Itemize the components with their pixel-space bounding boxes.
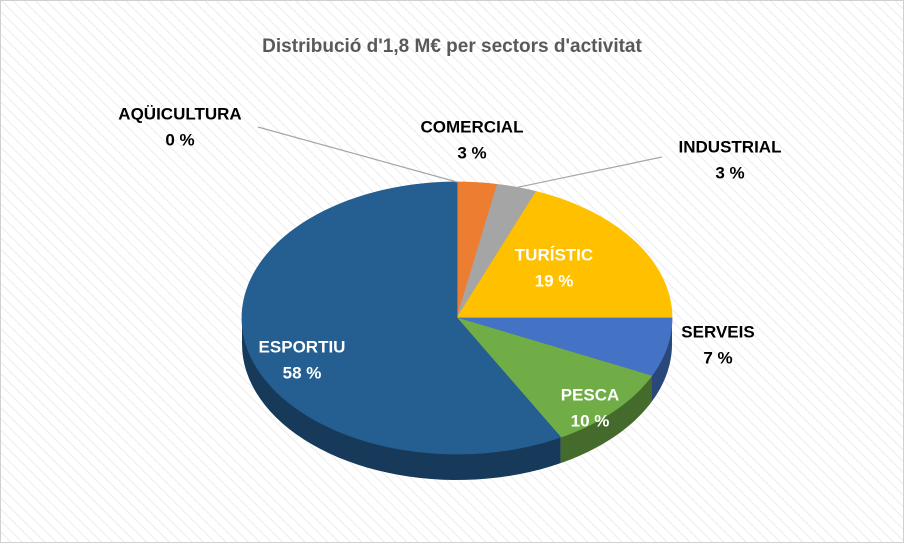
slice-label-value: 58 % bbox=[283, 363, 322, 382]
pie-tops bbox=[241, 181, 673, 455]
pie-slice bbox=[456, 317, 673, 377]
slice-label-name: TURÍSTIC bbox=[515, 245, 593, 264]
slice-label-value: 10 % bbox=[571, 411, 610, 430]
slice-label-name: COMERCIAL bbox=[421, 117, 524, 136]
pie-slice-side bbox=[242, 318, 561, 480]
slice-label-value: 0 % bbox=[165, 130, 194, 149]
slice-label-value: 3 % bbox=[715, 163, 744, 182]
labels: AQÜICULTURA 0 % COMERCIAL 3 % INDUSTRIAL 3 % T… bbox=[118, 104, 781, 430]
slice-label-name: INDUSTRIAL bbox=[679, 137, 782, 156]
slice-label-value: 19 % bbox=[535, 271, 574, 290]
slice-label-value: 7 % bbox=[703, 348, 732, 367]
slice-label-name: SERVEIS bbox=[681, 322, 754, 341]
slice-label-value: 3 % bbox=[457, 143, 486, 162]
pie-slice-side bbox=[560, 375, 652, 464]
leader-line bbox=[516, 156, 663, 188]
pie-slice bbox=[455, 317, 653, 438]
pie-slice bbox=[456, 191, 673, 319]
leader-line bbox=[257, 126, 458, 183]
slice-label-name: PESCA bbox=[561, 385, 620, 404]
pie-slice bbox=[241, 181, 562, 455]
pie-slice bbox=[456, 183, 537, 319]
slice-label-name: ESPORTIU bbox=[259, 337, 346, 356]
slice-label-name: AQÜICULTURA bbox=[118, 104, 241, 123]
chart-title: Distribució d'1,8 M€ per sectors d'activ… bbox=[262, 36, 642, 57]
